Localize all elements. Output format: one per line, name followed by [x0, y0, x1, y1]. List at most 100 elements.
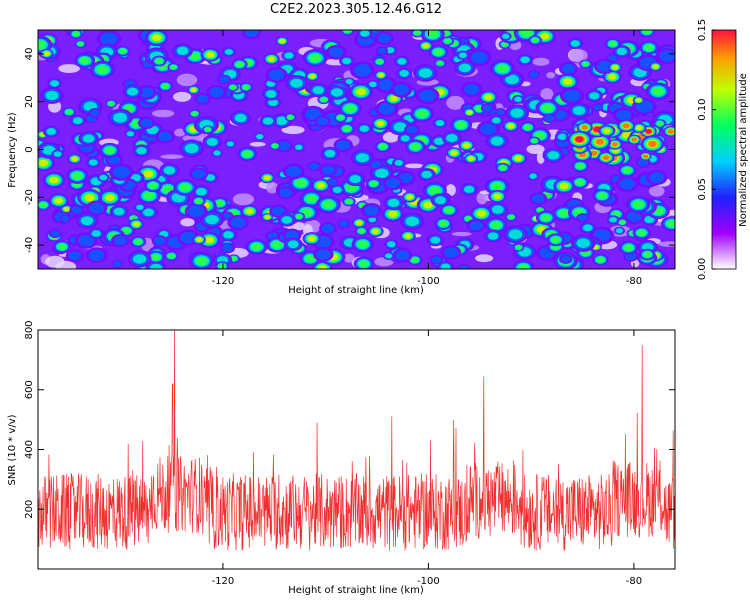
heatmap-cell: [406, 125, 418, 134]
heatmap-cell: [369, 180, 378, 187]
colorbar-tick-label: 0.10: [697, 99, 708, 121]
heatmap-cell: [295, 178, 307, 188]
heatmap-cell: [77, 234, 95, 247]
heatmap-cell: [476, 210, 486, 217]
line-y-tick-label: 400: [24, 440, 35, 459]
heatmap-cell: [602, 155, 610, 161]
heatmap-cell: [540, 33, 550, 40]
heatmap-cell: [45, 255, 65, 268]
heatmap-blobs: [38, 30, 675, 269]
heatmap-cell: [84, 194, 95, 202]
heatmap-cell: [60, 215, 70, 222]
heatmap-cell: [492, 117, 501, 124]
heatmap-cell: [320, 97, 328, 103]
heatmap-cell: [581, 125, 588, 130]
heatmap-cell: [355, 220, 363, 226]
heatmap-cell: [596, 256, 605, 263]
chart-title: C2E2.2023.305.12.46.G12: [269, 2, 443, 17]
heatmap-cell: [204, 127, 211, 132]
colorbar-label: Normalized spectral amplitude: [738, 73, 749, 227]
heatmap-cell: [264, 215, 271, 220]
heatmap-cell: [597, 60, 613, 72]
heatmap-cell: [268, 99, 278, 107]
heatmap-cell: [65, 109, 73, 115]
heatmap-cell: [569, 48, 588, 63]
heatmap-cell: [531, 138, 538, 144]
heatmap-cell: [196, 237, 203, 242]
heatmap-cell: [112, 260, 122, 268]
heatmap-cell: [256, 134, 264, 140]
heatmap-cell: [546, 72, 556, 79]
heatmap-cell: [342, 125, 351, 132]
heatmap-cell: [80, 216, 94, 226]
line-plot-area: [38, 330, 675, 569]
heatmap-cell: [395, 250, 410, 261]
heatmap-x-axis-label: Height of straight line (km): [288, 285, 424, 296]
heatmap-cell: [53, 151, 62, 157]
heatmap-cell: [223, 212, 233, 219]
heatmap-cell: [88, 159, 98, 166]
heatmap-cell: [563, 78, 573, 85]
heatmap-cell: [623, 244, 634, 252]
heatmap-cell: [557, 133, 567, 140]
heatmap-cell: [173, 91, 192, 102]
heatmap-cell: [615, 109, 632, 121]
heatmap-cell: [71, 156, 78, 162]
heatmap-cell: [176, 73, 198, 87]
heatmap-cell: [619, 220, 626, 225]
heatmap-cell: [232, 193, 255, 206]
heatmap-y-axis-label: Frequency (Hz): [7, 112, 18, 188]
heatmap-cell: [242, 84, 250, 90]
heatmap-cell: [399, 69, 409, 77]
heatmap-cell: [590, 150, 598, 156]
heatmap-cell: [455, 121, 467, 129]
heatmap-cell: [435, 120, 445, 127]
heatmap-cell: [467, 156, 475, 161]
heatmap-cell: [251, 243, 262, 251]
heatmap-cell: [405, 216, 419, 227]
heatmap-cell: [336, 140, 351, 151]
heatmap-cell: [469, 220, 483, 231]
heatmap-cell: [444, 38, 452, 44]
heatmap-x-ticks: -120 -100 -80: [212, 30, 642, 287]
heatmap-cell: [222, 244, 234, 252]
heatmap-cell: [595, 138, 605, 145]
heatmap-cell: [77, 41, 84, 47]
heatmap-cell: [107, 101, 115, 106]
heatmap-cell: [551, 236, 561, 243]
heatmap-cell: [608, 40, 617, 47]
heatmap-cell: [309, 73, 316, 79]
line-x-ticks: -120 -100 -80: [212, 330, 642, 587]
heatmap-cell: [464, 83, 480, 95]
heatmap-cell: [370, 160, 381, 169]
heatmap-cell: [393, 122, 407, 132]
heatmap-cell: [49, 176, 59, 184]
heatmap-cell: [648, 185, 665, 197]
heatmap-cell: [242, 150, 253, 158]
heatmap-cell: [188, 205, 205, 218]
line-y-tick-label: 600: [24, 380, 35, 399]
heatmap-cell: [643, 251, 652, 258]
heatmap-cell: [446, 95, 465, 110]
heatmap-cell: [50, 80, 59, 87]
heatmap-cell: [597, 192, 607, 200]
heatmap-cell: [368, 216, 377, 223]
heatmap-cell: [132, 221, 140, 227]
heatmap-cell: [151, 253, 161, 261]
heatmap-cell: [136, 147, 147, 155]
heatmap-cell: [470, 51, 488, 64]
heatmap-cell: [635, 98, 642, 103]
heatmap-cell: [71, 206, 83, 214]
heatmap-cell: [465, 216, 472, 222]
heatmap-cell: [520, 30, 533, 38]
heatmap-cell: [387, 241, 396, 248]
heatmap-cell: [502, 33, 510, 39]
heatmap-cell: [138, 87, 154, 98]
heatmap-cell: [191, 111, 198, 116]
heatmap-cell: [619, 178, 636, 190]
heatmap-y-ticks: -40 -20 0 20 40: [24, 48, 675, 253]
heatmap-cell: [531, 194, 545, 204]
heatmap-cell: [281, 216, 293, 224]
heatmap-cell: [158, 131, 172, 142]
